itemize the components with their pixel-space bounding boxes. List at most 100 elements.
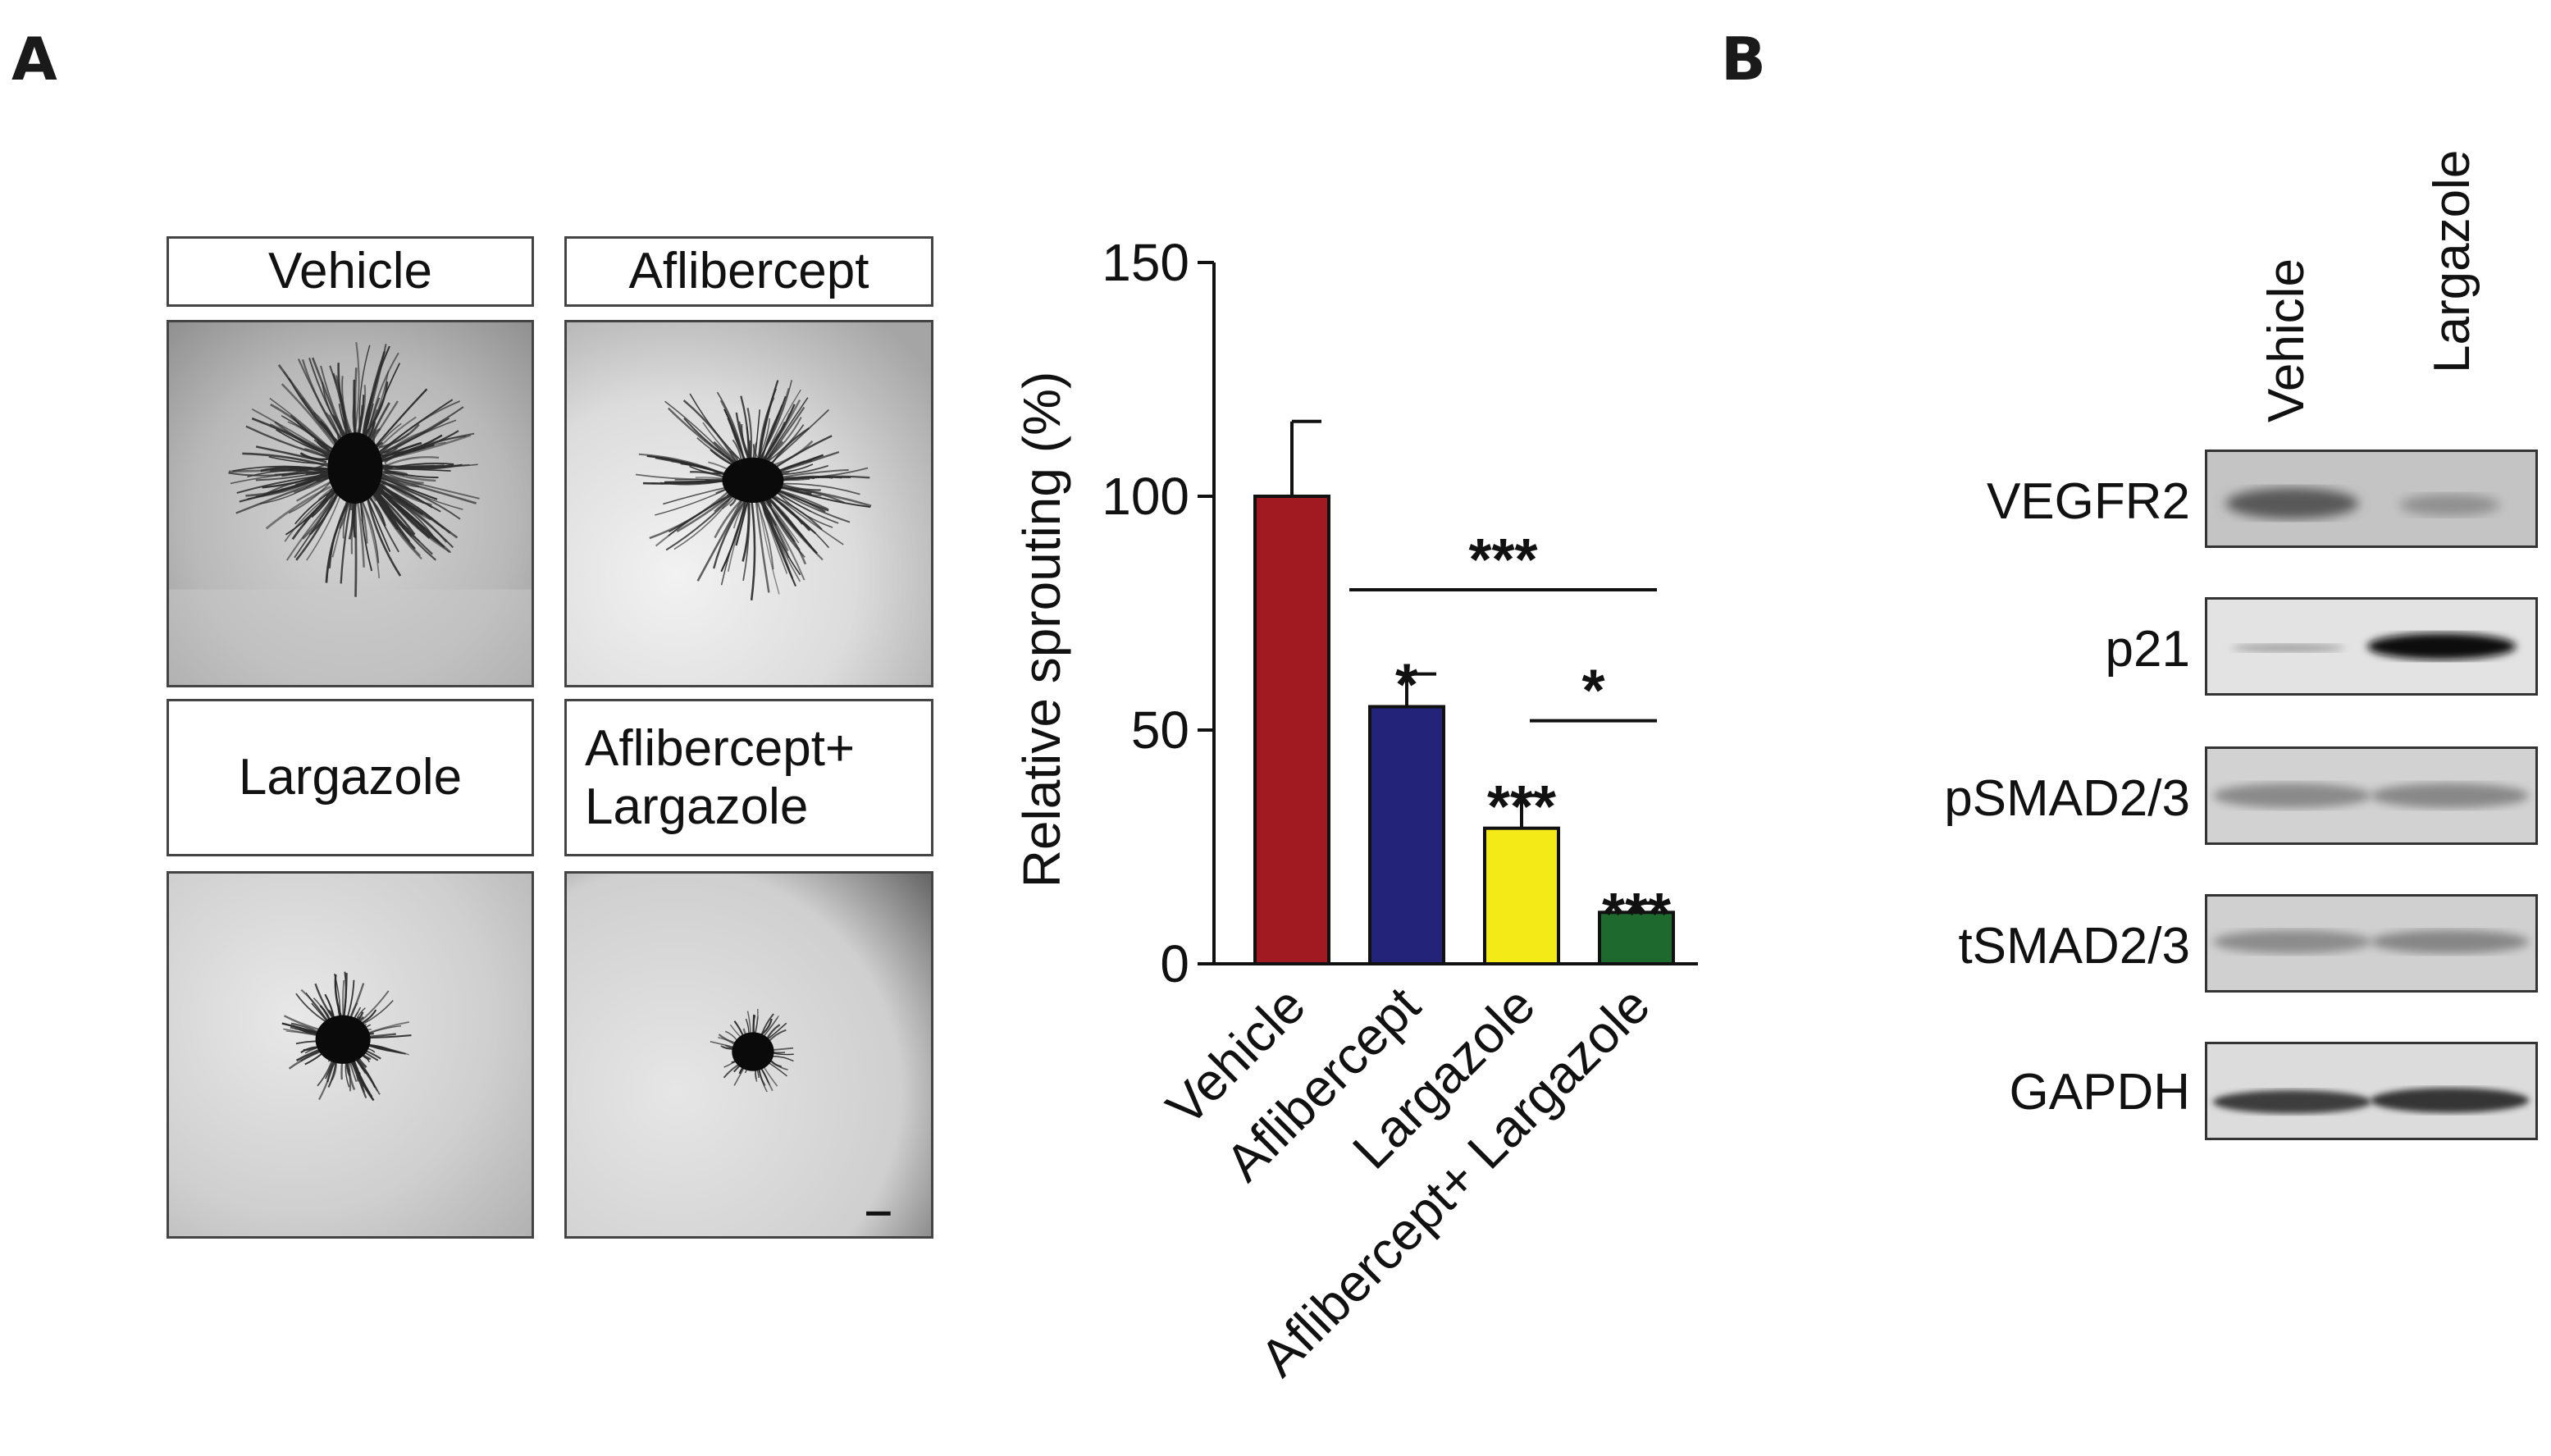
combo-label-line2: Largazole xyxy=(585,778,809,835)
micrograph-largazole xyxy=(167,871,534,1239)
micrograph-aflibercept xyxy=(564,320,933,687)
sprout-mark xyxy=(376,481,425,504)
blot-strip-tsmad23 xyxy=(2205,894,2538,993)
blot-row-tsmad23: tSMAD2/3 xyxy=(1958,918,2190,974)
label-aflibercept: Aflibercept xyxy=(564,236,933,307)
sprout-mark xyxy=(235,474,337,514)
bar-4 xyxy=(1598,911,1675,965)
blot-row-vegfr2: VEGFR2 xyxy=(1986,473,2190,530)
comparison-label-2: * xyxy=(1581,659,1604,724)
sprout-mark xyxy=(770,494,817,535)
micrograph-vehicle xyxy=(167,320,534,687)
sprout-mark xyxy=(381,472,404,477)
sprout-mark xyxy=(760,496,807,565)
micrograph-aflibercept-largazole xyxy=(564,871,933,1239)
sprout-mark xyxy=(380,430,459,457)
significance-4: *** xyxy=(1602,882,1671,947)
blot-strip-gapdh xyxy=(2205,1042,2538,1140)
sprout-mark xyxy=(750,497,756,600)
blot-strip-psmad23 xyxy=(2205,746,2538,845)
sprout-mark xyxy=(712,495,749,569)
sprout-mark xyxy=(384,430,426,456)
sprout-mark xyxy=(769,494,823,531)
sprout-mark xyxy=(268,456,333,465)
sprout-mark xyxy=(372,478,461,520)
label-aflibercept-largazole: Aflibercept+ Largazole xyxy=(564,699,933,856)
blot-strip-vegfr2 xyxy=(2205,450,2538,548)
sprout-mark xyxy=(360,351,386,444)
y-axis-label: Relative sprouting (%) xyxy=(1012,372,1071,888)
sprout-mark xyxy=(746,426,751,458)
panel-letter-b: B xyxy=(1721,25,1766,94)
sprout-mark xyxy=(696,495,746,582)
sprout-mark xyxy=(758,396,775,464)
sprout-mark xyxy=(295,492,338,561)
sprout-mark xyxy=(762,422,786,460)
sprout-mark xyxy=(667,407,737,466)
sprout-mark xyxy=(764,397,809,462)
sprout-mark xyxy=(301,490,336,540)
sprout-mark xyxy=(376,432,410,455)
significance-3: *** xyxy=(1487,774,1556,840)
label-largazole: Largazole xyxy=(167,699,534,856)
sprout-mark xyxy=(754,441,759,459)
sprout-mark xyxy=(714,500,742,539)
sprout-mark xyxy=(382,419,457,458)
sprout-mark xyxy=(259,475,326,505)
sprout-mark xyxy=(374,472,477,504)
sprout-mark xyxy=(755,500,770,593)
sprout-mark xyxy=(255,468,335,482)
sprout-mark xyxy=(759,498,794,579)
sprout-mark xyxy=(294,488,336,525)
blot-row-gapdh: GAPDH xyxy=(2009,1064,2190,1121)
blot-strip-p21 xyxy=(2205,597,2538,696)
sprout-mark xyxy=(669,491,733,533)
y-tick-label: 150 xyxy=(1102,233,1189,292)
sprout-mark xyxy=(288,482,331,514)
sprout-mark xyxy=(742,504,751,582)
sprout-mark xyxy=(376,490,414,536)
sprout-mark xyxy=(290,468,327,471)
sprout-mark xyxy=(742,502,751,562)
sprout-mark xyxy=(376,400,461,459)
bar-2 xyxy=(1368,705,1445,965)
sprout-mark xyxy=(384,462,389,467)
y-tick-label: 50 xyxy=(1131,701,1189,760)
sprout-mark xyxy=(375,388,428,446)
sprout-mark xyxy=(335,375,349,439)
sprout-mark xyxy=(317,488,333,501)
sprout-mark xyxy=(245,425,335,461)
sprout-mark xyxy=(665,491,737,551)
sprout-mark xyxy=(761,413,780,461)
sprout-mark xyxy=(372,482,444,529)
sprout-mark xyxy=(355,496,365,568)
sprout-mark xyxy=(322,381,348,438)
sprout-mark xyxy=(376,489,445,547)
sprout-mark xyxy=(281,471,326,477)
combo-label-line1: Aflibercept+ xyxy=(585,719,856,777)
sprout-mark xyxy=(288,377,340,444)
sprout-mark xyxy=(367,352,399,444)
bar-1 xyxy=(1253,495,1330,965)
comparison-label-1: *** xyxy=(1468,527,1537,593)
sprout-mark xyxy=(775,475,870,482)
label-vehicle: Vehicle xyxy=(167,236,534,307)
sprout-mark xyxy=(741,423,752,459)
significance-2: * xyxy=(1395,653,1418,719)
blot-column-largazole: Largazole xyxy=(2424,149,2480,373)
blot-row-p21: p21 xyxy=(2105,621,2190,678)
sprout-mark xyxy=(366,495,391,552)
panel-letter-a: A xyxy=(11,25,57,94)
blot-row-psmad23: pSMAD2/3 xyxy=(1944,770,2190,827)
sprout-mark xyxy=(689,393,742,461)
sprout-mark xyxy=(245,470,327,497)
sprout-mark xyxy=(274,469,326,476)
blot-column-vehicle: Vehicle xyxy=(2258,258,2315,422)
sprout-mark xyxy=(265,486,331,530)
sprout-mark xyxy=(732,439,742,460)
sprout-mark xyxy=(374,472,480,500)
sprout-mark xyxy=(755,497,774,570)
bar-3 xyxy=(1483,826,1560,966)
sprout-mark xyxy=(732,500,747,529)
